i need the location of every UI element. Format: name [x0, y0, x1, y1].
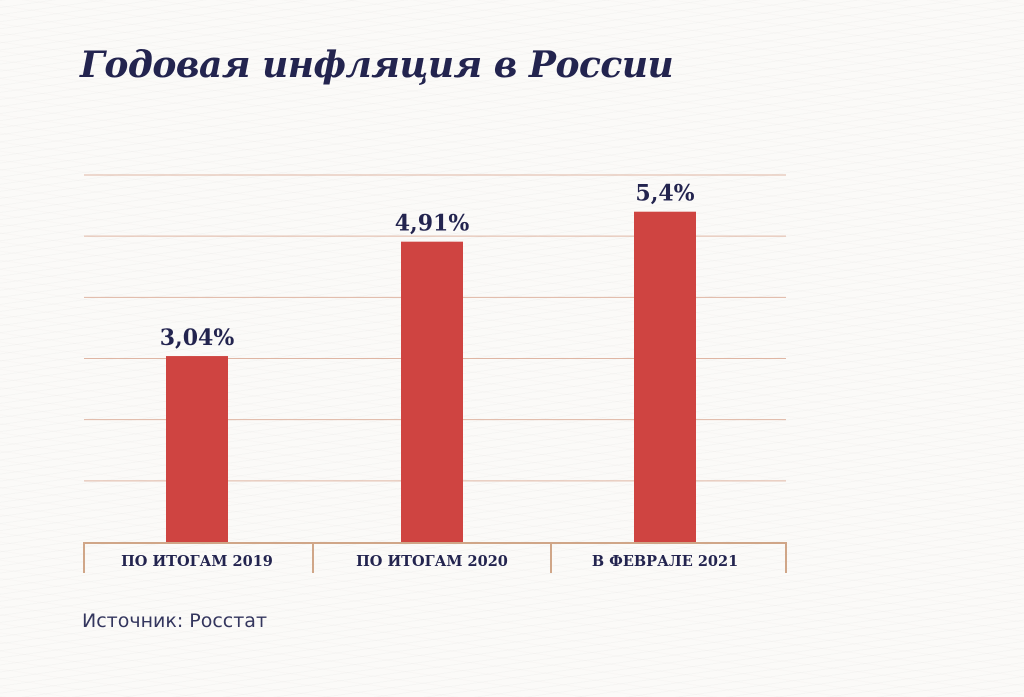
category-label-3: В ФЕВРАЛЕ 2021 [592, 553, 738, 570]
bar-2 [401, 241, 463, 542]
value-label-2: 4,91% [395, 211, 470, 237]
value-labels: 3,04% 4,91% 5,4% [160, 181, 695, 351]
category-label-1: ПО ИТОГАМ 2019 [121, 553, 273, 570]
bars [166, 211, 696, 542]
chart-title: Годовая инфляция в России [80, 44, 674, 86]
source-note: Источник: Росстат [82, 610, 268, 632]
value-label-1: 3,04% [160, 325, 235, 351]
x-axis: ПО ИТОГАМ 2019 ПО ИТОГАМ 2020 В ФЕВРАЛЕ 20… [83, 542, 787, 573]
bar-3 [634, 211, 696, 542]
bar-1 [166, 356, 228, 542]
value-label-3: 5,4% [635, 181, 694, 207]
category-label-2: ПО ИТОГАМ 2020 [356, 553, 508, 570]
